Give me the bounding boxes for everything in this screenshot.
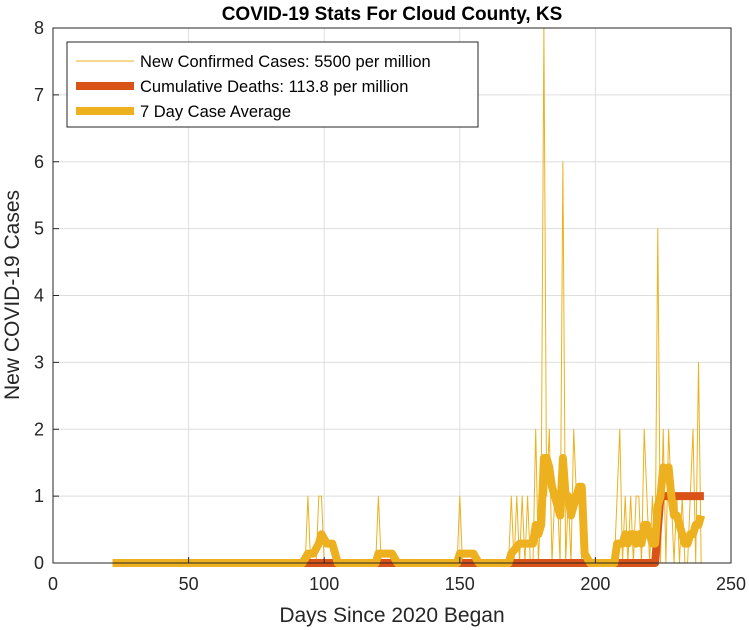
y-axis-label: New COVID-19 Cases xyxy=(1,190,24,400)
x-tick-label: 50 xyxy=(179,574,199,594)
y-tick-label: 6 xyxy=(34,152,44,172)
y-tick-label: 5 xyxy=(34,219,44,239)
legend: New Confirmed Cases: 5500 per million Cu… xyxy=(66,41,479,128)
y-tick-label: 7 xyxy=(34,85,44,105)
legend-box xyxy=(66,41,479,128)
y-tick-label: 8 xyxy=(34,18,44,38)
legend-label-deaths: Cumulative Deaths: 113.8 per million xyxy=(140,78,408,96)
y-ticks: 0 1 2 3 4 5 6 7 8 xyxy=(34,18,59,573)
x-ticks: 0 50 100 150 200 250 xyxy=(48,557,746,594)
x-tick-label: 150 xyxy=(445,574,475,594)
x-tick-label: 200 xyxy=(580,574,610,594)
y-tick-label: 2 xyxy=(34,419,44,439)
legend-label-average: 7 Day Case Average xyxy=(140,103,291,121)
y-tick-label: 4 xyxy=(34,286,44,306)
chart-title: COVID-19 Stats For Cloud County, KS xyxy=(222,4,563,25)
x-tick-label: 100 xyxy=(309,574,339,594)
x-axis-label: Days Since 2020 Began xyxy=(279,604,504,627)
x-tick-label: 0 xyxy=(48,574,58,594)
x-tick-label: 250 xyxy=(716,574,746,594)
y-tick-label: 0 xyxy=(34,553,44,573)
y-tick-label: 3 xyxy=(34,352,44,372)
y-tick-label: 1 xyxy=(34,486,44,506)
legend-label-new-cases: New Confirmed Cases: 5500 per million xyxy=(140,53,431,71)
